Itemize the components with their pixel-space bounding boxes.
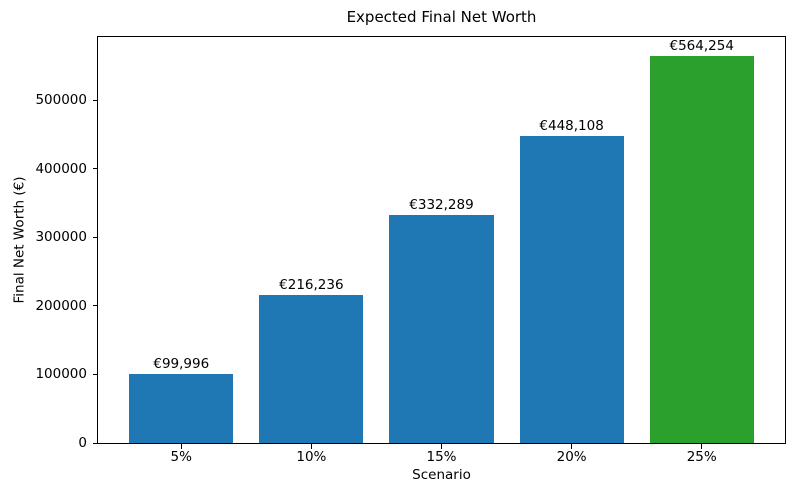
bar-value-label: €332,289 bbox=[409, 197, 474, 214]
x-tick-mark bbox=[441, 444, 442, 449]
x-tick-label: 10% bbox=[296, 449, 327, 465]
chart-title: Expected Final Net Worth bbox=[346, 8, 537, 26]
y-tick-label: 400000 bbox=[35, 160, 87, 177]
y-tick-mark bbox=[93, 305, 98, 307]
bar-value-label: €99,996 bbox=[153, 356, 210, 373]
x-axis-label: Scenario bbox=[412, 467, 471, 483]
bar-25% bbox=[649, 56, 754, 443]
x-tick-label: 15% bbox=[426, 449, 457, 465]
x-tick-mark bbox=[180, 444, 182, 449]
y-tick-mark bbox=[93, 168, 98, 170]
x-tick-label: 5% bbox=[170, 449, 192, 465]
y-tick-mark bbox=[93, 442, 98, 444]
x-tick-label: 25% bbox=[686, 449, 717, 465]
y-tick-label: 200000 bbox=[35, 297, 87, 314]
bar-value-label: €448,108 bbox=[539, 117, 604, 134]
x-tick-mark bbox=[701, 444, 703, 449]
y-tick-label: 100000 bbox=[35, 366, 87, 383]
y-tick-label: 500000 bbox=[35, 92, 87, 109]
y-tick-mark bbox=[93, 373, 98, 375]
bar-20% bbox=[519, 135, 624, 443]
bar-value-label: €564,254 bbox=[669, 38, 734, 55]
y-tick-mark bbox=[93, 236, 98, 238]
bar-5% bbox=[129, 374, 234, 443]
x-tick-mark bbox=[571, 444, 573, 449]
x-tick-label: 20% bbox=[556, 449, 587, 465]
y-tick-mark bbox=[93, 99, 98, 101]
y-tick-label: 300000 bbox=[35, 229, 87, 246]
bar-10% bbox=[259, 294, 364, 443]
bar-15% bbox=[389, 215, 494, 443]
bar-value-label: €216,236 bbox=[279, 276, 344, 293]
x-tick-mark bbox=[310, 444, 312, 449]
y-tick-label: 0 bbox=[78, 435, 87, 451]
